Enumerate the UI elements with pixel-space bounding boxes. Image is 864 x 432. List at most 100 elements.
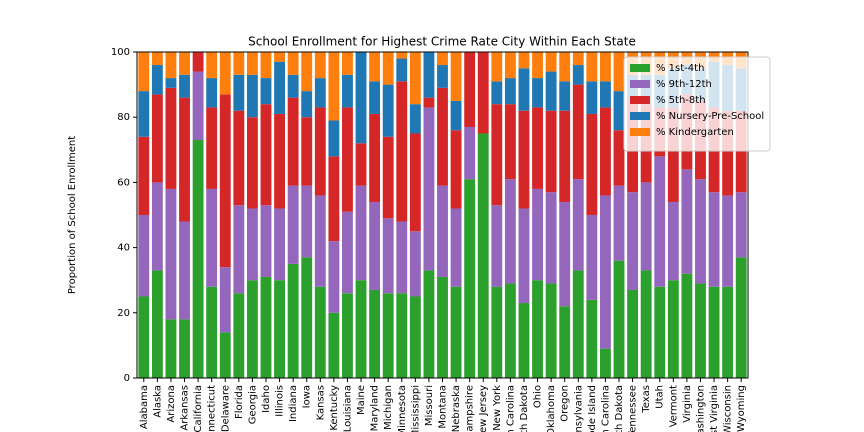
bar-segment bbox=[464, 126, 476, 180]
bar-segment bbox=[450, 130, 462, 209]
x-tick-label: California bbox=[193, 385, 204, 432]
bar-segment bbox=[437, 65, 448, 88]
bar-segment bbox=[192, 71, 204, 141]
bar-segment bbox=[260, 276, 272, 378]
x-tick-label: South Carolina bbox=[600, 385, 611, 432]
bar-segment bbox=[355, 280, 367, 378]
bar-segment bbox=[695, 179, 706, 284]
bar-segment bbox=[681, 169, 693, 274]
bar-segment bbox=[382, 136, 394, 219]
bar-segment bbox=[233, 205, 245, 294]
bar-segment bbox=[545, 71, 557, 111]
bar-segment bbox=[491, 52, 503, 82]
bar-segment bbox=[342, 74, 353, 108]
bar-segment bbox=[219, 332, 231, 378]
bar-segment bbox=[355, 52, 367, 144]
bar-segment bbox=[314, 52, 326, 79]
bar-segment bbox=[559, 201, 571, 307]
bar-segment bbox=[532, 52, 543, 79]
bar-segment bbox=[409, 52, 421, 105]
x-tick-label: Alaska bbox=[152, 385, 163, 418]
bar-segment bbox=[504, 283, 516, 378]
bar-segment bbox=[206, 78, 218, 108]
bar-segment bbox=[600, 52, 611, 82]
bar-segment bbox=[301, 52, 313, 92]
bar-segment bbox=[464, 179, 476, 378]
bar-segment bbox=[654, 156, 666, 287]
x-tick-label: Missouri bbox=[424, 385, 435, 426]
legend-swatch bbox=[630, 64, 650, 72]
bar-segment bbox=[246, 208, 258, 281]
bar-segment bbox=[233, 110, 245, 206]
bar-segment bbox=[627, 192, 639, 290]
x-tick-label: Washington bbox=[695, 385, 706, 432]
bar-segment bbox=[572, 65, 584, 85]
y-tick-label: 100 bbox=[111, 47, 130, 58]
x-tick-label: Mississippi bbox=[410, 385, 421, 432]
bar-segment bbox=[437, 276, 448, 378]
bar-segment bbox=[328, 52, 340, 121]
bar-segment bbox=[396, 221, 408, 294]
bar-segment bbox=[409, 133, 421, 232]
bar-segment bbox=[613, 185, 625, 261]
bar-segment bbox=[192, 140, 204, 378]
bar-segment bbox=[314, 107, 326, 196]
bar-segment bbox=[559, 110, 571, 202]
bar-segment bbox=[572, 52, 584, 66]
bar-segment bbox=[369, 289, 381, 378]
x-tick-label: Iowa bbox=[302, 385, 313, 408]
bar-segment bbox=[382, 52, 394, 85]
bar-segment bbox=[667, 280, 679, 378]
bar-segment bbox=[301, 117, 313, 186]
bar-segment bbox=[559, 52, 571, 82]
bar-segment bbox=[423, 52, 435, 98]
bar-segment bbox=[382, 84, 394, 137]
bar-segment bbox=[613, 130, 625, 186]
bar-segment bbox=[165, 188, 177, 320]
bar-segment bbox=[219, 94, 231, 268]
x-tick-label: Illinois bbox=[275, 385, 286, 417]
bar-segment bbox=[708, 192, 720, 287]
bar-segment bbox=[722, 195, 734, 287]
bar-segment bbox=[287, 263, 299, 378]
bar-segment bbox=[314, 78, 326, 108]
x-tick-label: Maine bbox=[356, 385, 367, 415]
bar-segment bbox=[233, 293, 245, 378]
x-tick-label: North Dakota bbox=[519, 385, 530, 432]
bar-segment bbox=[369, 201, 381, 290]
x-tick-label: Wisconsin bbox=[723, 385, 734, 432]
bar-segment bbox=[586, 81, 598, 114]
bar-segment bbox=[532, 280, 543, 378]
x-tick-label: Louisiana bbox=[342, 385, 353, 432]
bar-segment bbox=[559, 81, 571, 111]
x-tick-label: Minnesota bbox=[397, 385, 408, 432]
bar-segment bbox=[151, 52, 163, 66]
bar-segment bbox=[518, 52, 530, 69]
bar-segment bbox=[532, 188, 543, 281]
x-tick-label: Kansas bbox=[315, 385, 326, 420]
y-tick-label: 80 bbox=[117, 112, 130, 123]
bar-segment bbox=[437, 185, 448, 277]
bar-segment bbox=[274, 280, 285, 378]
x-tick-label: Utah bbox=[655, 385, 666, 409]
bar-segment bbox=[450, 208, 462, 287]
y-tick-label: 20 bbox=[117, 308, 130, 319]
x-tick-label: South Dakota bbox=[614, 385, 625, 432]
bar-segment bbox=[409, 104, 421, 134]
x-tick-label: Wyoming bbox=[736, 385, 747, 432]
bar-segment bbox=[246, 74, 258, 118]
bar-segment bbox=[613, 52, 625, 92]
bar-segment bbox=[572, 179, 584, 271]
x-tick-label: Pennsylvania bbox=[573, 385, 584, 432]
x-tick-label: New Hampshire bbox=[465, 385, 476, 432]
bar-segment bbox=[450, 100, 462, 131]
bar-segment bbox=[287, 185, 299, 264]
x-tick-label: Michigan bbox=[383, 385, 394, 430]
bar-segment bbox=[545, 52, 557, 72]
bar-segment bbox=[477, 52, 489, 134]
y-tick-label: 0 bbox=[124, 373, 130, 384]
bar-segment bbox=[138, 91, 150, 137]
bar-segment bbox=[165, 78, 177, 88]
x-tick-label: Alabama bbox=[139, 385, 150, 429]
bar-segment bbox=[532, 78, 543, 108]
